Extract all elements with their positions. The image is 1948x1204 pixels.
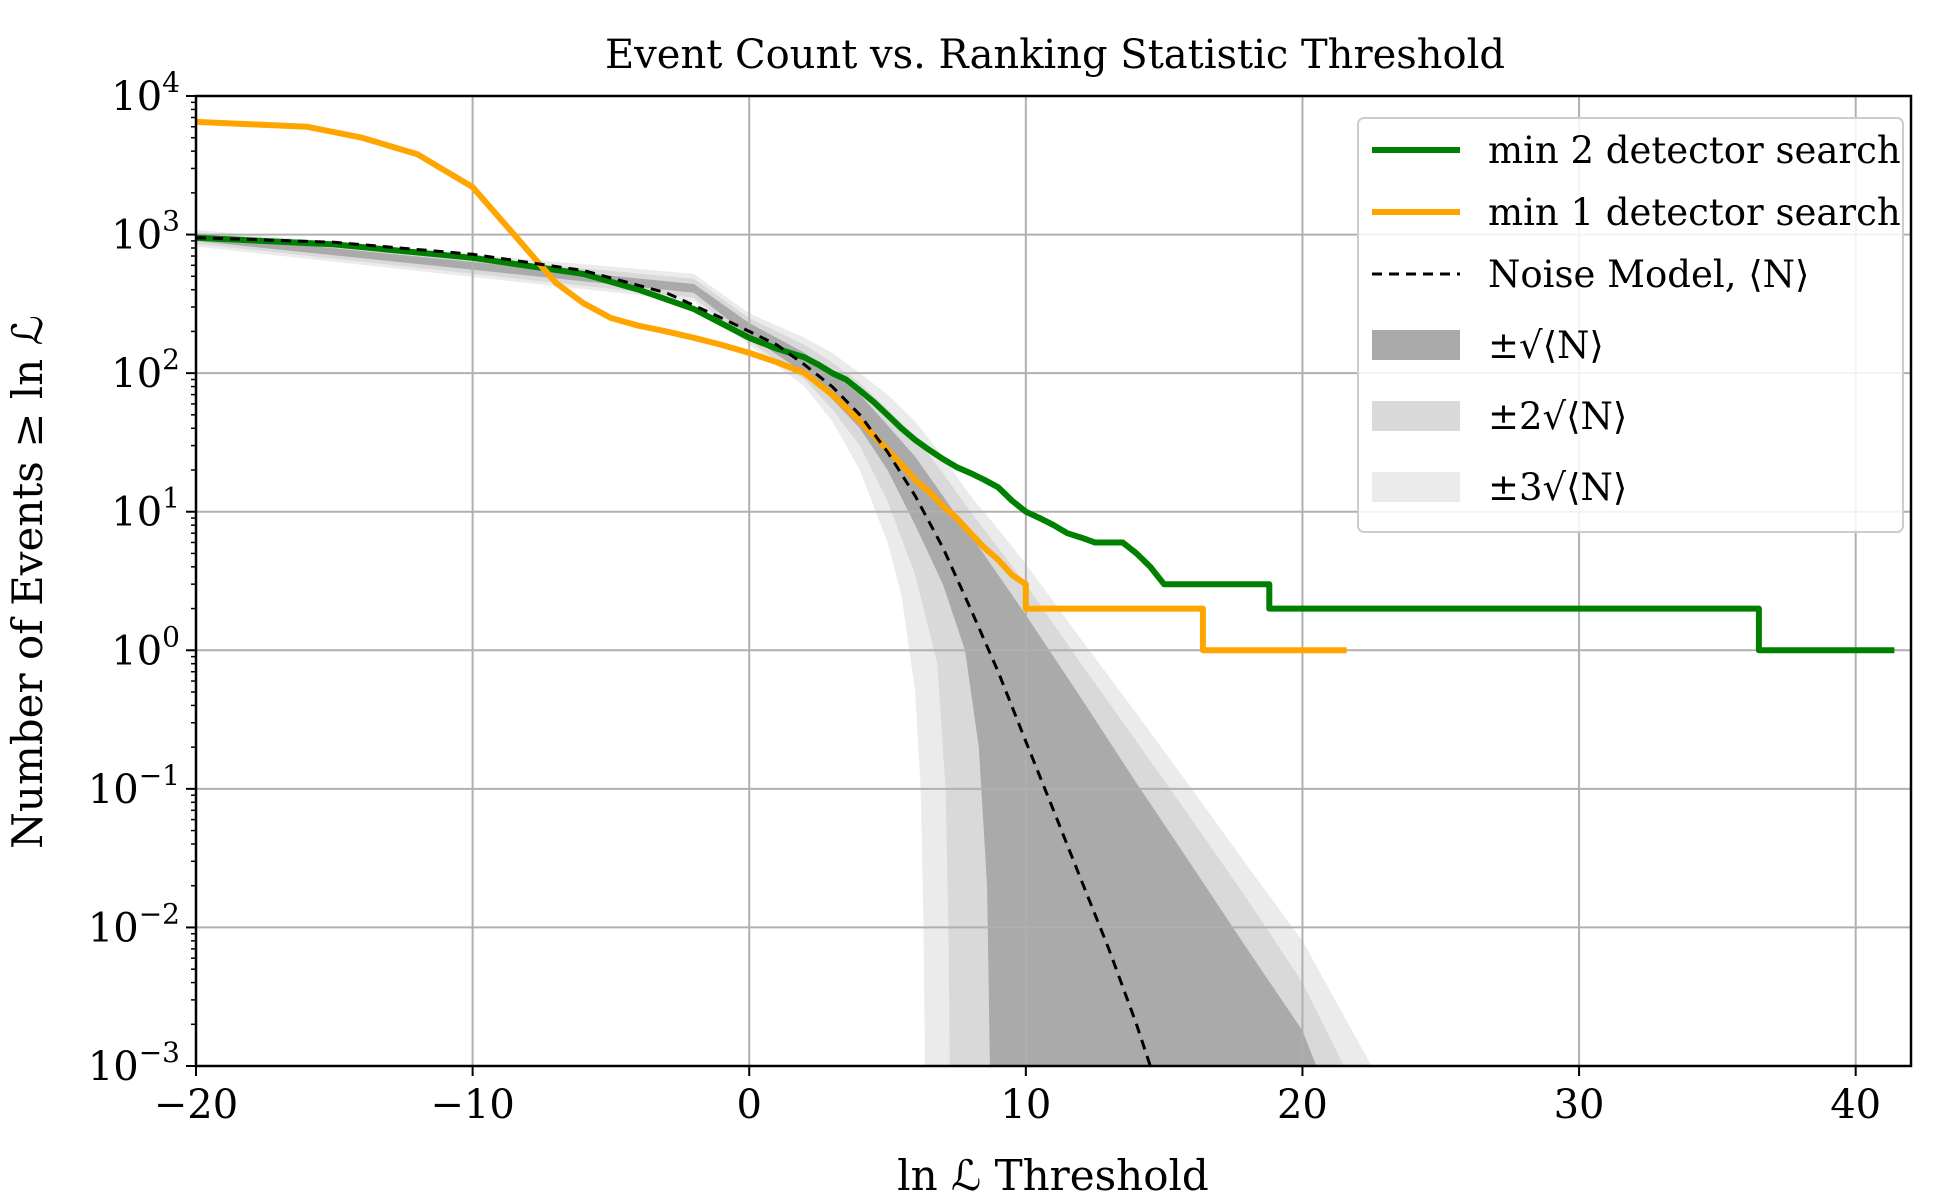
y-tick-label: 10−3 — [88, 1036, 180, 1090]
y-tick-base: 10 — [88, 1044, 139, 1090]
y-tick-base: 10 — [111, 74, 162, 120]
y-axis-label: Number of Events ≥ ln ℒ — [3, 315, 52, 849]
legend: min 2 detector search min 1 detector sear… — [1357, 117, 1904, 533]
bands-layer — [196, 229, 1372, 1066]
legend-label: Noise Model, ⟨N⟩ — [1488, 253, 1809, 296]
legend-label: min 1 detector search — [1488, 191, 1901, 234]
series-line-2 — [196, 118, 1347, 654]
series-layer — [196, 118, 1895, 1066]
y-tick-base: 10 — [111, 628, 162, 674]
y-tick-exponent: 2 — [162, 343, 180, 376]
noise-model-line — [196, 236, 1152, 1066]
legend-swatch-band-2 — [1372, 401, 1460, 431]
chart-title: Event Count vs. Ranking Statistic Thresh… — [605, 32, 1505, 78]
y-tick-exponent: −1 — [139, 759, 180, 792]
x-tick-label: 40 — [1830, 1082, 1881, 1128]
y-tick-exponent: 0 — [162, 620, 180, 653]
x-tick-label: 0 — [736, 1082, 761, 1128]
band-3-sigma — [196, 234, 1317, 1066]
legend-box — [1357, 117, 1904, 533]
y-tick-label: 101 — [111, 482, 180, 536]
legend-label: ±3√⟨N⟩ — [1488, 466, 1627, 509]
y-tick-label: 100 — [111, 620, 180, 674]
legend-label: ±2√⟨N⟩ — [1488, 395, 1627, 438]
y-tick-base: 10 — [88, 905, 139, 951]
y-tick-base: 10 — [111, 490, 162, 536]
y-tick-label: 10−2 — [88, 897, 180, 951]
x-ticks: −20 −10 0 10 20 30 40 — [154, 1066, 1881, 1128]
x-tick-label: −20 — [154, 1082, 238, 1128]
y-tick-label: 10−1 — [88, 759, 180, 813]
x-axis-label: ln ℒ Threshold — [897, 1151, 1209, 1200]
y-tick-exponent: −2 — [139, 897, 180, 930]
legend-label: ±√⟨N⟩ — [1488, 324, 1604, 367]
y-tick-label: 103 — [111, 205, 180, 259]
legend-label: min 2 detector search — [1488, 129, 1901, 172]
x-tick-label: −10 — [430, 1082, 514, 1128]
x-tick-label: 10 — [1000, 1082, 1051, 1128]
y-tick-exponent: 1 — [162, 482, 180, 515]
y-tick-base: 10 — [111, 213, 162, 259]
legend-swatch-band-3 — [1372, 472, 1460, 502]
y-tick-exponent: −3 — [139, 1036, 180, 1069]
y-tick-label: 102 — [111, 343, 180, 397]
y-tick-exponent: 3 — [162, 205, 180, 238]
x-tick-label: 30 — [1554, 1082, 1605, 1128]
y-tick-base: 10 — [88, 767, 139, 813]
legend-swatch-band-1 — [1372, 330, 1460, 360]
y-tick-base: 10 — [111, 351, 162, 397]
series-line-1 — [196, 234, 1895, 654]
x-tick-label: 20 — [1277, 1082, 1328, 1128]
y-tick-exponent: 4 — [162, 66, 180, 99]
plot-frame — [194, 94, 1913, 1068]
y-tick-label: 104 — [111, 66, 180, 120]
